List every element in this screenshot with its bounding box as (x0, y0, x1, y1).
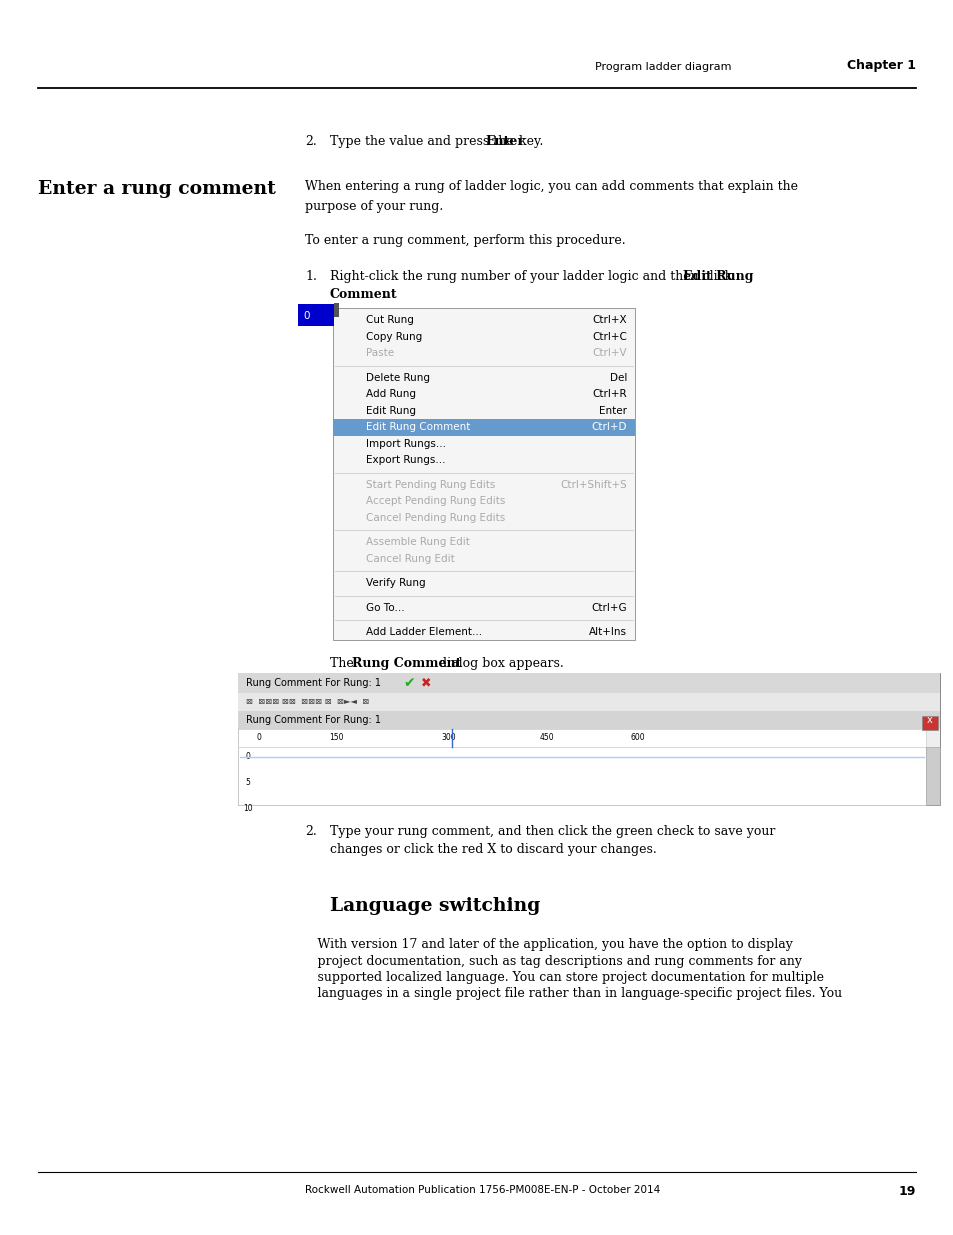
Text: Ctrl+R: Ctrl+R (592, 389, 626, 399)
Text: 2.: 2. (305, 135, 316, 148)
Bar (333, 419, 635, 436)
Bar (297, 304, 334, 326)
Text: Cancel Rung Edit: Cancel Rung Edit (366, 553, 455, 563)
Text: Rockwell Automation Publication 1756-PM008E-EN-P - October 2014: Rockwell Automation Publication 1756-PM0… (305, 1186, 659, 1195)
Text: Verify Rung: Verify Rung (366, 578, 425, 588)
Text: Ctrl+C: Ctrl+C (592, 332, 626, 342)
Text: 19: 19 (898, 1186, 915, 1198)
Text: purpose of your rung.: purpose of your rung. (305, 200, 443, 212)
Text: Delete Rung: Delete Rung (366, 373, 430, 383)
Text: ✖: ✖ (420, 677, 431, 689)
Text: languages in a single project file rather than in language-specific project file: languages in a single project file rathe… (305, 988, 841, 1000)
Text: Ctrl+X: Ctrl+X (592, 315, 626, 325)
Text: 2.: 2. (305, 825, 316, 839)
Text: Assemble Rung Edit: Assemble Rung Edit (366, 537, 470, 547)
Text: Enter: Enter (598, 406, 626, 416)
Text: Rung Comment For Rung: 1: Rung Comment For Rung: 1 (246, 678, 380, 688)
Bar (333, 308, 635, 640)
Text: Add Ladder Element...: Add Ladder Element... (366, 627, 481, 637)
Text: Ctrl+V: Ctrl+V (592, 348, 626, 358)
Text: 0: 0 (245, 752, 251, 761)
Bar (334, 303, 338, 317)
Text: With version 17 and later of the application, you have the option to display: With version 17 and later of the applica… (305, 939, 792, 951)
Bar (921, 716, 937, 730)
Text: Cut Rung: Cut Rung (366, 315, 414, 325)
Text: 1.: 1. (305, 270, 316, 283)
Text: Add Rung: Add Rung (366, 389, 416, 399)
Text: Program ladder diagram: Program ladder diagram (595, 62, 731, 72)
Text: 300: 300 (441, 734, 456, 742)
Text: Language switching: Language switching (330, 897, 539, 915)
Text: Type the value and press the: Type the value and press the (330, 135, 517, 148)
Text: key.: key. (515, 135, 543, 148)
Text: .: . (384, 288, 388, 301)
Text: Paste: Paste (366, 348, 394, 358)
Text: Right-click the rung number of your ladder logic and then click: Right-click the rung number of your ladd… (330, 270, 736, 283)
Text: Edit Rung: Edit Rung (682, 270, 753, 283)
Text: ⊠  ⊠⊠⊠ ⊠⊠  ⊠⊠⊠ ⊠  ⊠►◄  ⊠: ⊠ ⊠⊠⊠ ⊠⊠ ⊠⊠⊠ ⊠ ⊠►◄ ⊠ (246, 698, 369, 706)
Text: Enter: Enter (484, 135, 523, 148)
Text: Accept Pending Rung Edits: Accept Pending Rung Edits (366, 496, 505, 506)
Bar (237, 747, 925, 805)
Text: 450: 450 (539, 734, 554, 742)
Text: Type your rung comment, and then click the green check to save your: Type your rung comment, and then click t… (330, 825, 775, 839)
Text: When entering a rung of ladder logic, you can add comments that explain the: When entering a rung of ladder logic, yo… (305, 180, 797, 193)
Text: Ctrl+G: Ctrl+G (591, 603, 626, 613)
Bar (237, 693, 939, 711)
Bar (237, 673, 939, 693)
Text: Copy Rung: Copy Rung (366, 332, 422, 342)
Text: Enter a rung comment: Enter a rung comment (38, 180, 275, 198)
Text: Go To...: Go To... (366, 603, 404, 613)
Text: Edit Rung: Edit Rung (366, 406, 416, 416)
Text: Alt+Ins: Alt+Ins (588, 627, 626, 637)
Text: Cancel Pending Rung Edits: Cancel Pending Rung Edits (366, 513, 505, 522)
Text: Comment: Comment (330, 288, 397, 301)
Text: changes or click the red X to discard your changes.: changes or click the red X to discard yo… (330, 844, 656, 856)
Text: 600: 600 (630, 734, 645, 742)
Text: Ctrl+D: Ctrl+D (591, 422, 626, 432)
Bar (925, 747, 939, 805)
Text: Edit Rung Comment: Edit Rung Comment (366, 422, 470, 432)
Text: 10: 10 (243, 804, 253, 813)
Text: Start Pending Rung Edits: Start Pending Rung Edits (366, 479, 495, 490)
Bar (237, 711, 939, 729)
Text: 0: 0 (303, 311, 309, 321)
Text: 0: 0 (256, 734, 261, 742)
Text: project documentation, such as tag descriptions and rung comments for any: project documentation, such as tag descr… (305, 955, 801, 967)
Text: Rung Comment: Rung Comment (352, 657, 461, 671)
Bar (237, 673, 939, 805)
Text: x: x (926, 715, 932, 725)
Text: Export Rungs...: Export Rungs... (366, 456, 445, 466)
Text: Del: Del (609, 373, 626, 383)
Text: dialog box appears.: dialog box appears. (435, 657, 563, 671)
Text: supported localized language. You can store project documentation for multiple: supported localized language. You can st… (305, 971, 823, 984)
Text: Import Rungs...: Import Rungs... (366, 438, 446, 448)
Text: Rung Comment For Rung: 1: Rung Comment For Rung: 1 (246, 715, 380, 725)
Text: The: The (330, 657, 357, 671)
Text: 5: 5 (245, 778, 251, 787)
Text: ✔: ✔ (402, 676, 415, 690)
Text: Ctrl+Shift+S: Ctrl+Shift+S (559, 479, 626, 490)
Text: To enter a rung comment, perform this procedure.: To enter a rung comment, perform this pr… (305, 233, 625, 247)
Text: 150: 150 (329, 734, 343, 742)
Text: Chapter 1: Chapter 1 (846, 59, 915, 72)
Bar (237, 729, 925, 747)
